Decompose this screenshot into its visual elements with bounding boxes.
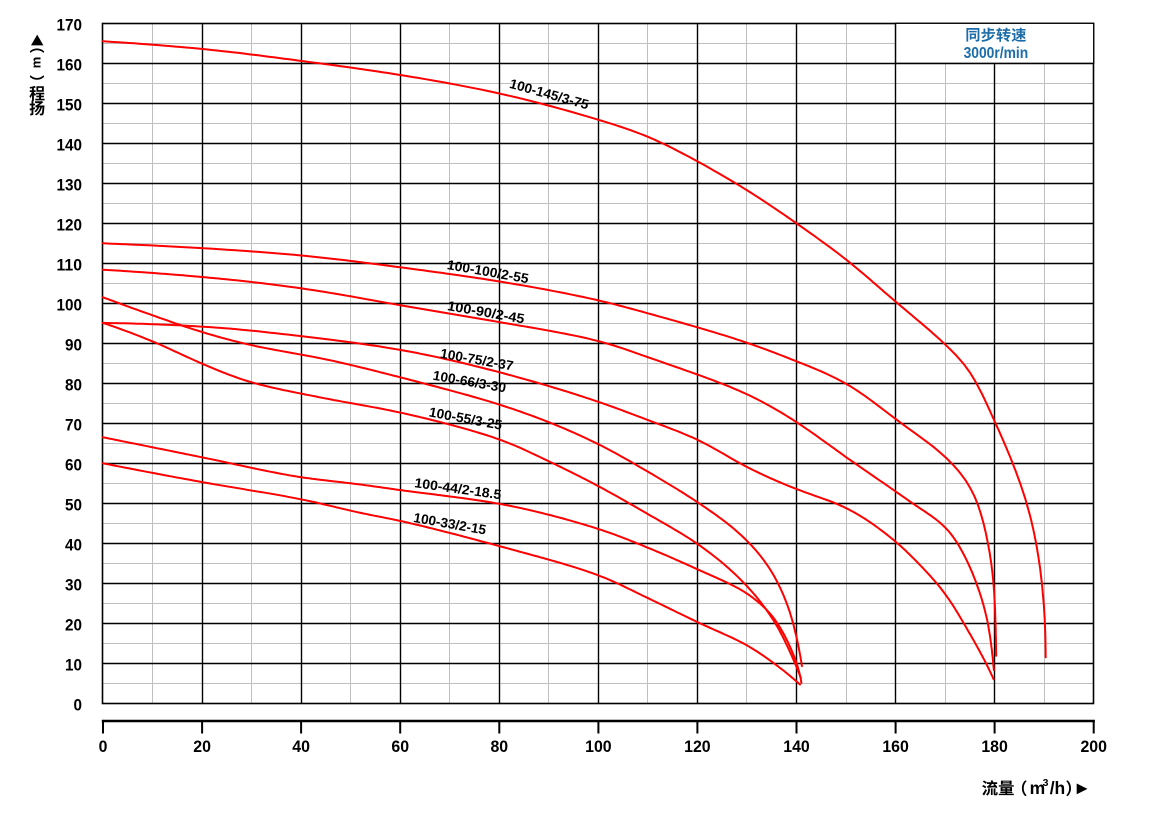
svg-text:60: 60 bbox=[65, 456, 82, 475]
svg-text:160: 160 bbox=[882, 737, 909, 756]
svg-text:m: m bbox=[1030, 778, 1046, 798]
svg-text:140: 140 bbox=[57, 136, 83, 155]
svg-text:140: 140 bbox=[783, 737, 810, 756]
svg-text:0: 0 bbox=[99, 737, 108, 756]
svg-text:20: 20 bbox=[65, 616, 82, 635]
svg-text:100: 100 bbox=[57, 296, 83, 315]
svg-text:3000r/min: 3000r/min bbox=[964, 45, 1029, 62]
svg-text:200: 200 bbox=[1080, 737, 1107, 756]
svg-text:/h: /h bbox=[1050, 778, 1066, 798]
svg-text:80: 80 bbox=[65, 376, 82, 395]
svg-text:180: 180 bbox=[981, 737, 1008, 756]
svg-text:3: 3 bbox=[1043, 777, 1049, 789]
svg-text:100: 100 bbox=[585, 737, 612, 756]
svg-text:110: 110 bbox=[57, 256, 83, 275]
svg-text:170: 170 bbox=[57, 16, 83, 35]
svg-text:20: 20 bbox=[193, 737, 211, 756]
svg-text:160: 160 bbox=[57, 56, 83, 75]
svg-text:60: 60 bbox=[391, 737, 409, 756]
svg-text:40: 40 bbox=[65, 536, 82, 555]
svg-text:130: 130 bbox=[57, 176, 83, 195]
svg-text:90: 90 bbox=[65, 336, 82, 355]
svg-text:70: 70 bbox=[65, 416, 82, 435]
svg-text:0: 0 bbox=[74, 696, 83, 715]
svg-text:150: 150 bbox=[57, 96, 83, 115]
svg-text:120: 120 bbox=[57, 216, 83, 235]
svg-text:10: 10 bbox=[65, 656, 82, 675]
svg-text:120: 120 bbox=[684, 737, 711, 756]
svg-text:40: 40 bbox=[292, 737, 310, 756]
svg-text:30: 30 bbox=[65, 576, 82, 595]
svg-text:80: 80 bbox=[490, 737, 508, 756]
svg-text:50: 50 bbox=[65, 496, 82, 515]
